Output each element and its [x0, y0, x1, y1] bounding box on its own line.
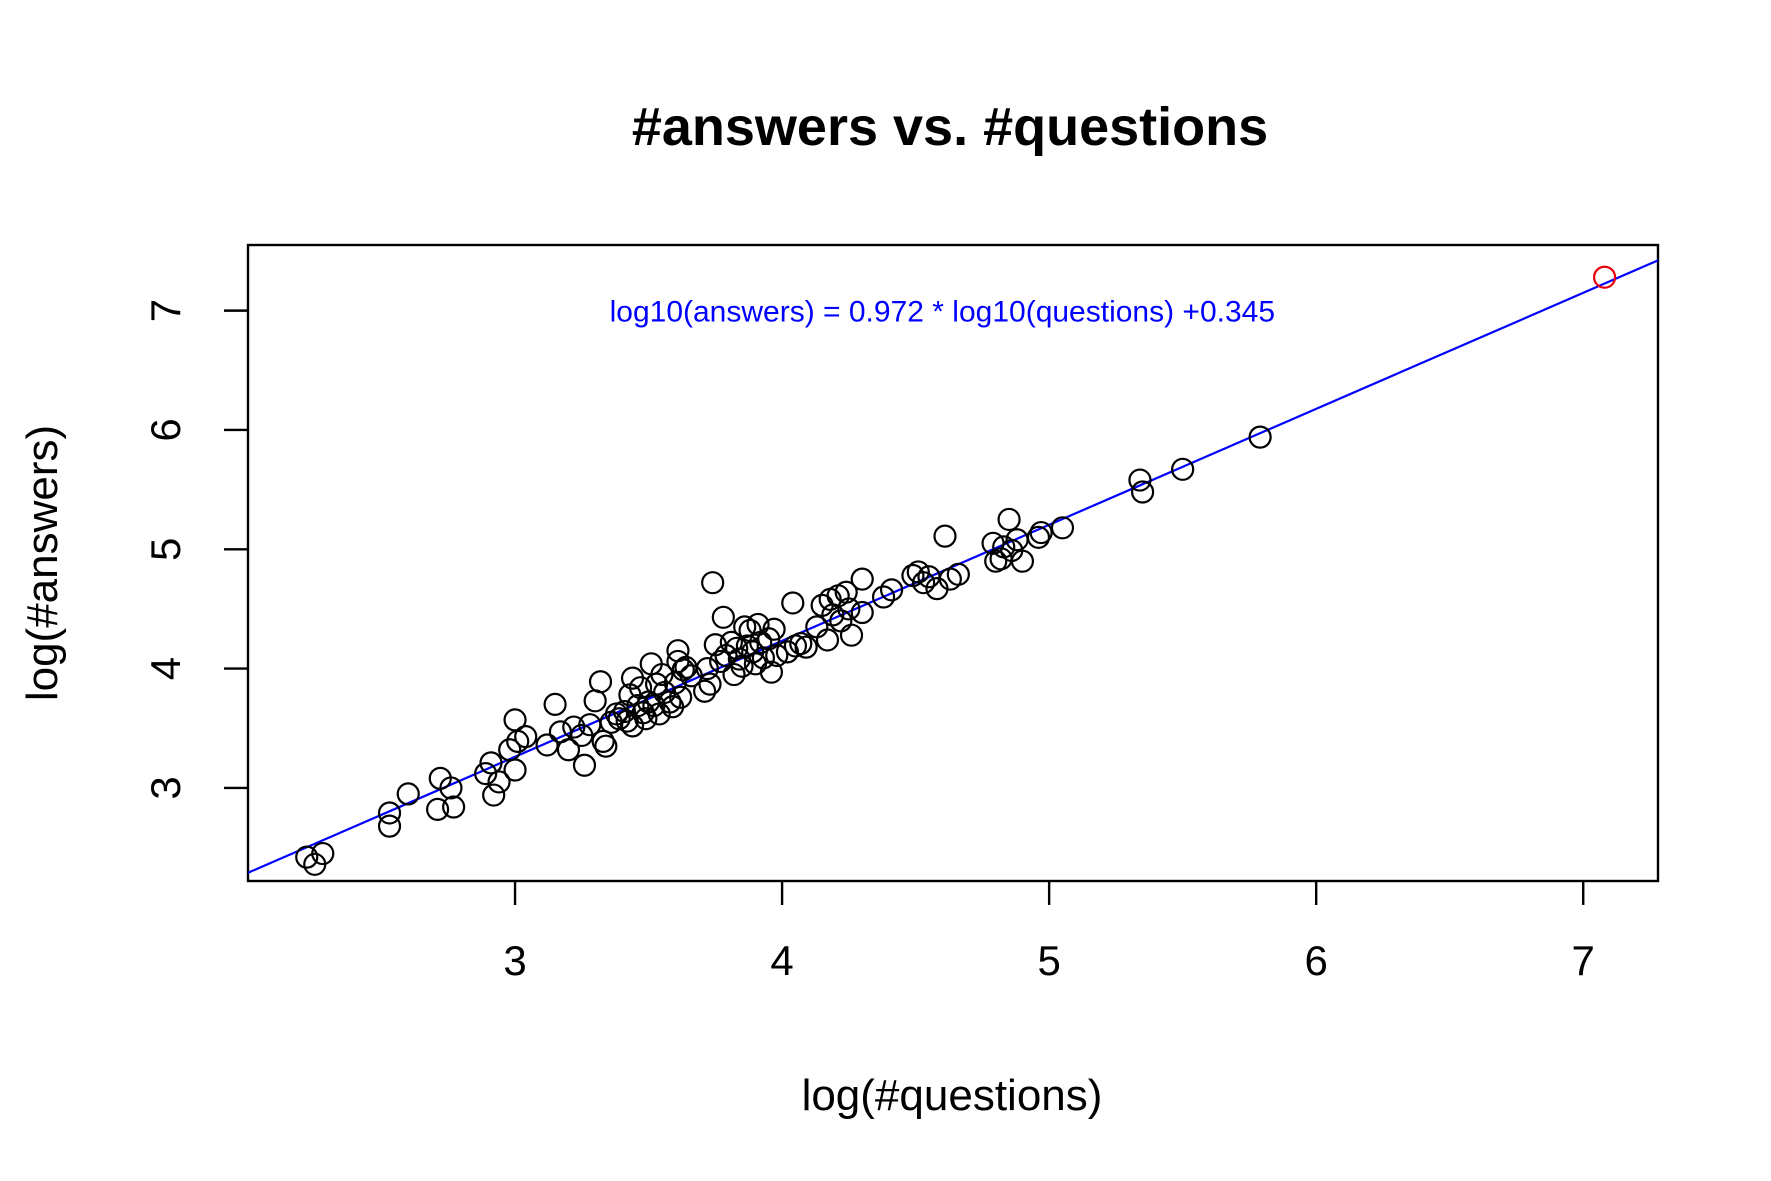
y-tick-label: 3	[142, 776, 189, 799]
data-point	[759, 660, 784, 684]
data-point	[1050, 516, 1075, 540]
y-tick-label: 5	[142, 538, 189, 561]
data-point	[711, 605, 735, 629]
data-point	[725, 636, 749, 660]
data-point	[701, 571, 725, 595]
data-point	[1171, 457, 1195, 481]
data-point	[650, 662, 674, 687]
data-point	[669, 685, 693, 709]
data-point	[543, 692, 567, 716]
data-point	[933, 524, 957, 548]
y-tick-label: 4	[142, 657, 189, 680]
data-point	[474, 762, 498, 786]
data-point	[591, 729, 615, 753]
data-point	[946, 562, 970, 586]
data-point	[479, 751, 503, 775]
data-point	[311, 841, 335, 866]
data-point	[762, 617, 786, 641]
data-point	[562, 715, 586, 739]
plot-frame	[246, 243, 1660, 883]
data-point	[1029, 520, 1053, 545]
chart-title: #answers vs. #questions	[632, 97, 1268, 157]
data-point	[377, 801, 402, 825]
data-point	[733, 615, 757, 639]
data-point	[634, 707, 658, 731]
data-point	[503, 758, 527, 782]
data-point	[997, 507, 1021, 532]
data-point	[837, 597, 861, 621]
data-point	[1010, 549, 1035, 573]
data-point	[789, 631, 813, 656]
data-point	[671, 658, 695, 682]
x-tick-label: 6	[1305, 937, 1328, 984]
data-point	[698, 672, 722, 696]
data-point	[439, 776, 463, 800]
data-point	[850, 600, 874, 625]
data-point	[626, 693, 650, 718]
data-point	[722, 662, 746, 687]
data-point	[912, 571, 936, 595]
data-point	[556, 738, 581, 762]
data-point	[426, 797, 450, 822]
x-tick-label: 4	[770, 937, 793, 984]
data-point	[588, 670, 613, 694]
data-point	[1026, 525, 1051, 549]
x-tick-label: 5	[1037, 937, 1060, 984]
data-point	[679, 664, 703, 688]
data-point	[377, 814, 402, 838]
x-axis-label: log(#questions)	[802, 1071, 1103, 1120]
highlighted-point	[1592, 265, 1617, 289]
data-point	[594, 734, 618, 758]
data-point	[709, 649, 733, 674]
data-point	[781, 591, 805, 615]
data-point	[442, 795, 466, 819]
data-point	[815, 628, 840, 652]
x-axis: 3 4 5 6 7	[503, 881, 1595, 984]
data-point	[295, 845, 319, 869]
data-point	[879, 578, 904, 602]
x-tick-label: 7	[1572, 937, 1595, 984]
data-point	[396, 782, 420, 806]
data-point	[1128, 468, 1152, 492]
data-point	[906, 560, 930, 584]
points-layer	[295, 265, 1617, 876]
y-axis: 3 4 5 6 7	[142, 299, 248, 800]
data-point	[514, 725, 538, 749]
data-point	[693, 679, 717, 703]
data-point	[695, 657, 719, 681]
y-axis-label: log(#answers)	[18, 425, 67, 701]
data-point	[871, 585, 896, 609]
y-tick-label: 6	[142, 418, 189, 441]
regression-equation-annotation: log10(answers) = 0.972 * log10(questions…	[610, 296, 1275, 329]
data-point	[839, 623, 864, 647]
data-point	[487, 770, 511, 794]
data-point	[1131, 480, 1155, 504]
data-point	[794, 635, 818, 659]
data-point	[765, 643, 789, 668]
x-tick-label: 3	[503, 937, 526, 984]
data-point	[834, 580, 858, 604]
data-point	[482, 783, 506, 807]
data-point	[612, 699, 637, 724]
y-tick-label: 7	[142, 299, 189, 322]
data-point	[850, 567, 874, 591]
data-point	[572, 753, 597, 777]
data-point	[583, 689, 607, 713]
data-point	[535, 733, 559, 757]
data-point	[1248, 425, 1272, 449]
data-point	[628, 676, 653, 700]
